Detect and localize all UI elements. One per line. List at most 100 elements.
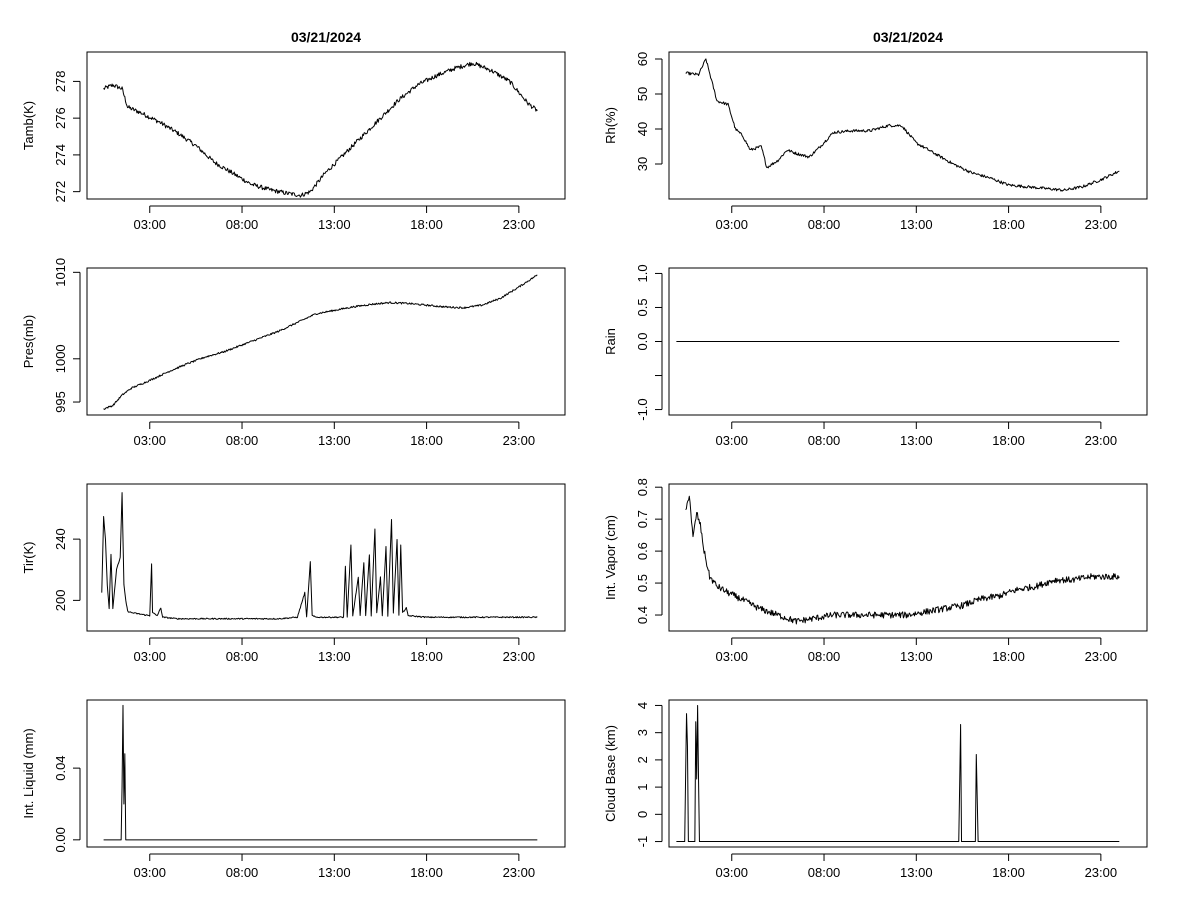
x-tick-label: 18:00 (410, 217, 443, 232)
y-tick-label: 995 (53, 391, 68, 413)
series-line (103, 704, 538, 841)
x-tick-label: 08:00 (808, 433, 841, 448)
x-axis: 03:00 08:00 13:00 18:00 23:00 (715, 421, 1118, 448)
plot-frame (668, 699, 1148, 848)
y-tick-label: 0.7 (635, 510, 650, 528)
x-tick-label: 23:00 (503, 865, 536, 880)
panel-rain: 03:00 08:00 13:00 18:00 23:00 -1.0 0.0 0.5 1.0 Ra… (603, 264, 1148, 448)
y-tick-label: -1 (635, 836, 650, 848)
x-tick-label: 23:00 (1085, 649, 1118, 664)
y-tick-label: 4 (635, 702, 650, 709)
x-axis: 03:00 08:00 13:00 18:00 23:00 (715, 205, 1118, 232)
y-tick-label: 50 (635, 87, 650, 101)
y-tick-label: 1000 (53, 344, 68, 373)
series-line (685, 495, 1120, 625)
y-axis: 272 274 276 278 (53, 71, 81, 203)
y-tick-label: 30 (635, 157, 650, 171)
x-axis: 03:00 08:00 13:00 18:00 23:00 (133, 637, 536, 664)
y-axis: 995 1000 1010 (53, 258, 81, 413)
y-tick-label: 0 (635, 811, 650, 818)
y-tick-label: 240 (53, 528, 68, 550)
x-tick-label: 18:00 (992, 217, 1025, 232)
panel-cloud-base: 03:00 08:00 13:00 18:00 23:00 -1 0 1 2 3 4 Cloud Ba… (603, 699, 1148, 880)
x-tick-label: 03:00 (133, 865, 166, 880)
x-tick-label: 13:00 (900, 217, 933, 232)
x-tick-label: 18:00 (410, 649, 443, 664)
y-tick-label: 40 (635, 122, 650, 136)
y-tick-label: 0.4 (635, 606, 650, 624)
plot-frame (668, 483, 1148, 632)
x-tick-label: 18:00 (410, 433, 443, 448)
y-axis: 0.00 0.04 (53, 755, 81, 852)
y-tick-label: 3 (635, 729, 650, 736)
x-axis: 03:00 08:00 13:00 18:00 23:00 (133, 205, 535, 232)
y-axis: 0.4 0.5 0.6 0.7 0.8 (635, 478, 663, 624)
panel-integrated-vapor: 03:00 08:00 13:00 18:00 23:00 0.4 0.5 0.6 0.7 0.8… (603, 478, 1148, 664)
x-tick-label: 03:00 (133, 649, 166, 664)
panel-title: 03/21/2024 (873, 29, 943, 45)
y-axis-title: Tamb(K) (21, 101, 36, 150)
y-axis: 30 40 50 60 (635, 52, 663, 171)
y-axis-title: Rain (603, 328, 618, 355)
x-tick-label: 03:00 (133, 433, 166, 448)
y-tick-label: 272 (53, 181, 68, 203)
y-tick-label: 0.5 (635, 574, 650, 592)
x-tick-label: 08:00 (226, 649, 259, 664)
panel-pressure: 03:00 08:00 13:00 18:00 23:00 995 1000 1010 Pres… (21, 258, 566, 448)
x-axis: 03:00 08:00 13:00 18:00 23:00 (715, 637, 1118, 664)
y-tick-label: 0.5 (635, 298, 650, 316)
y-tick-label: 1010 (53, 258, 68, 287)
plot-frame (668, 51, 1148, 200)
x-tick-label: 23:00 (1085, 217, 1118, 232)
y-tick-label: 2 (635, 756, 650, 763)
series-line (676, 704, 1120, 843)
x-axis: 03:00 08:00 13:00 18:00 23:00 (715, 853, 1118, 880)
y-axis: 200 240 (53, 528, 81, 612)
series-line (685, 58, 1120, 192)
x-tick-label: 03:00 (715, 649, 748, 664)
y-tick-label: 200 (53, 590, 68, 612)
series-line (103, 61, 538, 198)
x-tick-label: 08:00 (226, 433, 259, 448)
y-tick-label: 0.8 (635, 478, 650, 496)
x-tick-label: 18:00 (992, 433, 1025, 448)
x-tick-label: 08:00 (226, 217, 259, 232)
x-tick-label: 23:00 (503, 433, 536, 448)
y-tick-label: 0.6 (635, 542, 650, 560)
x-tick-label: 13:00 (318, 217, 351, 232)
y-axis-title: Rh(%) (603, 107, 618, 144)
y-axis: -1.0 0.0 0.5 1.0 (635, 264, 663, 421)
x-tick-label: 13:00 (900, 649, 933, 664)
x-tick-label: 13:00 (900, 865, 933, 880)
series-line (101, 492, 538, 620)
plot-frame (668, 267, 1148, 416)
y-axis-title: Pres(mb) (21, 315, 36, 368)
y-tick-label: 278 (53, 71, 68, 93)
x-tick-label: 23:00 (1085, 433, 1118, 448)
y-tick-label: 1.0 (635, 264, 650, 282)
panel-title: 03/21/2024 (291, 29, 361, 45)
panel-relative-humidity: 03/21/2024 03:00 08:00 13:00 18:00 23:00 30 40 5… (603, 29, 1148, 232)
plot-frame (86, 699, 566, 848)
y-tick-label: 276 (53, 107, 68, 129)
y-tick-label: 0.00 (53, 827, 68, 852)
y-tick-label: 1 (635, 783, 650, 790)
x-tick-label: 23:00 (1085, 865, 1118, 880)
y-axis: -1 0 1 2 3 4 (635, 702, 663, 848)
x-tick-label: 08:00 (808, 217, 841, 232)
plot-frame (86, 483, 566, 632)
x-axis: 03:00 08:00 13:00 18:00 23:00 (133, 853, 536, 880)
x-tick-label: 13:00 (318, 649, 351, 664)
y-axis-title: Tir(K) (21, 541, 36, 573)
x-tick-label: 08:00 (808, 865, 841, 880)
x-tick-label: 18:00 (992, 865, 1025, 880)
y-tick-label: 60 (635, 52, 650, 66)
y-tick-label: 274 (53, 144, 68, 166)
panel-ir-temperature: 03:00 08:00 13:00 18:00 23:00 200 240 Tir(K) (21, 483, 566, 664)
panel-integrated-liquid: 03:00 08:00 13:00 18:00 23:00 0.00 0.04 Int. Li… (21, 699, 566, 880)
x-tick-label: 23:00 (503, 649, 536, 664)
x-tick-label: 03:00 (133, 217, 166, 232)
x-tick-label: 03:00 (715, 433, 748, 448)
